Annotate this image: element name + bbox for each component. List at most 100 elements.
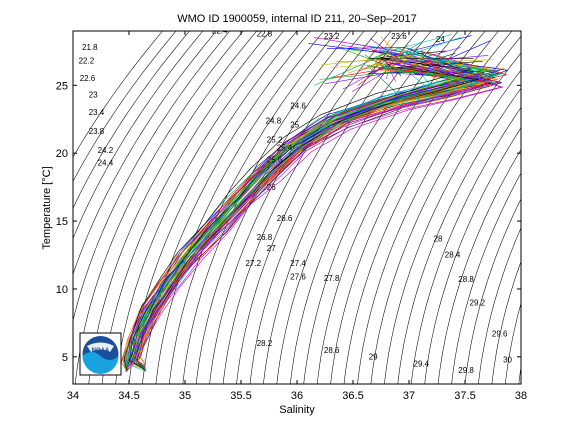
profile-line — [122, 65, 466, 370]
profile-line — [126, 55, 489, 371]
contour-label: 23.2 — [324, 32, 340, 41]
contour-label: 26 — [267, 183, 276, 192]
density-contour — [249, 31, 419, 384]
x-tick-label: 36.5 — [342, 390, 363, 402]
contour-label: 27.6 — [290, 273, 306, 282]
density-contour — [546, 31, 576, 384]
density-contour — [222, 31, 392, 384]
y-tick-label: 20 — [56, 148, 68, 160]
contour-label: 24.8 — [266, 116, 282, 125]
y-tick-label: 15 — [56, 216, 68, 228]
contour-label: 24.6 — [290, 101, 306, 110]
contour-label: 29.2 — [470, 298, 486, 307]
contour-label: 28.8 — [458, 275, 474, 284]
contour-label: 29.4 — [414, 359, 430, 368]
x-tick-label: 34.5 — [118, 390, 139, 402]
profile-line — [123, 68, 478, 370]
contour-label: 25.4 — [277, 144, 293, 153]
contour-label: 22.2 — [79, 57, 95, 66]
contour-label: 23.4 — [89, 108, 105, 117]
contour-label: 22.8 — [257, 29, 273, 38]
contour-label: 26.6 — [277, 214, 293, 223]
contour-label: 25.6 — [267, 156, 283, 165]
x-tick-label: 36 — [291, 390, 303, 402]
y-axis-label: Temperature [°C] — [41, 166, 53, 249]
profile-line — [126, 52, 484, 369]
profile-line — [126, 45, 489, 369]
profile-lines — [120, 34, 508, 372]
density-contour — [424, 127, 521, 384]
x-axis-label: Salinity — [279, 404, 315, 416]
profile-line — [137, 60, 504, 371]
contour-label: 22.6 — [80, 74, 96, 83]
contour-label: 26.8 — [257, 233, 273, 242]
profile-line — [126, 65, 493, 367]
x-axis-ticks: 34 34.5 35 35.5 36 36.5 37 37.5 38 — [67, 31, 527, 402]
profile-line — [131, 48, 488, 370]
contour-label: 24.2 — [98, 146, 114, 155]
x-tick-label: 37 — [403, 390, 415, 402]
contour-label: 24 — [436, 35, 445, 44]
x-tick-label: 35 — [179, 390, 191, 402]
density-contour — [343, 31, 513, 384]
x-tick-label: 38 — [515, 390, 527, 402]
plot-area: 21.6 21.8 22.2 22.6 23 23.4 23.8 24.2 24.4 21.6 22… — [73, 24, 576, 384]
contour-label: 25.2 — [267, 135, 283, 144]
contour-label: 23.6 — [391, 32, 407, 41]
profile-line — [126, 68, 500, 367]
profile-line — [128, 61, 483, 371]
y-tick-label: 25 — [56, 80, 68, 92]
density-contour — [397, 87, 521, 384]
contour-label: 22 — [165, 24, 174, 33]
density-contour — [115, 31, 284, 384]
density-contour — [236, 31, 405, 384]
noaa-logo: NOAA — [79, 332, 122, 376]
density-contour — [263, 31, 432, 384]
x-tick-label: 34 — [67, 390, 79, 402]
density-contour — [384, 69, 521, 384]
contour-label: 28.2 — [257, 339, 273, 348]
contour-label: 28.6 — [324, 346, 340, 355]
profile-line — [125, 71, 493, 367]
y-tick-label: 10 — [56, 284, 68, 296]
density-contour — [357, 35, 521, 384]
contour-label: 27 — [267, 244, 276, 253]
x-tick-label: 35.5 — [230, 390, 251, 402]
density-contour — [478, 227, 521, 384]
density-contour — [73, 31, 217, 276]
profile-line — [125, 49, 481, 369]
x-tick-label: 37.5 — [454, 390, 475, 402]
contour-labels: 21.6 21.8 22.2 22.6 23 23.4 23.8 24.2 24.4 21.6 22… — [79, 24, 513, 375]
contour-label: 27.4 — [290, 259, 306, 268]
density-contour — [573, 31, 576, 384]
profile-line — [126, 70, 486, 370]
density-contour — [73, 31, 231, 322]
density-contours — [73, 31, 576, 384]
contour-label: 27.8 — [324, 274, 340, 283]
density-contour — [464, 198, 521, 384]
contour-label: 28 — [434, 234, 443, 243]
density-contour — [73, 31, 177, 182]
contour-label: 29.6 — [492, 330, 508, 339]
chart-title: WMO ID 1900059, internal ID 211, 20–Sep–… — [177, 13, 417, 25]
contour-label: 25 — [290, 120, 299, 129]
density-contour — [276, 31, 446, 384]
profile-line — [125, 67, 486, 367]
density-contour — [532, 31, 576, 384]
density-contour — [73, 31, 163, 158]
density-contour — [559, 31, 576, 384]
profile-line — [135, 61, 496, 368]
y-tick-label: 5 — [62, 352, 68, 364]
contour-label: 21.6 — [79, 24, 95, 33]
density-contour — [437, 149, 521, 384]
profile-line — [130, 72, 480, 370]
profile-line — [129, 59, 494, 367]
contour-label: 29 — [369, 353, 378, 362]
contour-label: 21.8 — [82, 43, 98, 52]
profile-line — [128, 58, 489, 368]
profile-line — [132, 71, 493, 366]
contour-label: 23.8 — [89, 127, 105, 136]
profile-line — [125, 46, 488, 366]
density-contour — [491, 260, 521, 384]
